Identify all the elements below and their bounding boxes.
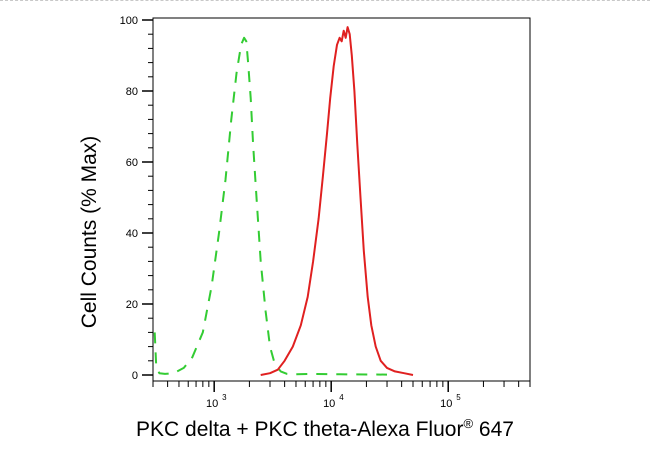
x-tick-label: 10 xyxy=(440,398,452,410)
plot-frame xyxy=(152,17,531,382)
x-axis-label: PKC delta + PKC theta-Alexa Fluor® 647 xyxy=(0,416,650,442)
axes: 0 20 40 60 80 100 10 3 10 4 10 5 xyxy=(120,15,531,410)
x-tick-exponent: 5 xyxy=(456,393,461,402)
y-tick-label: 80 xyxy=(126,86,138,98)
y-tick-label: 60 xyxy=(126,157,138,169)
series-line-2 xyxy=(260,26,414,376)
x-axis-label-tail: 647 xyxy=(473,418,514,441)
y-tick-label: 40 xyxy=(126,228,138,240)
x-axis-label-main: PKC delta + PKC theta-Alexa Fluor xyxy=(136,418,464,441)
x-axis-label-mark: ® xyxy=(463,416,474,431)
series-layer xyxy=(153,26,414,376)
y-tick-label: 100 xyxy=(120,15,138,27)
x-tick-exponent: 4 xyxy=(339,393,344,402)
top-dashed-border xyxy=(0,0,650,1)
x-tick-exponent: 3 xyxy=(222,393,227,402)
x-tick-label: 10 xyxy=(323,398,335,410)
y-axis-label: Cell Counts (% Max) xyxy=(78,135,101,329)
x-tick-label: 10 xyxy=(206,398,218,410)
y-tick-label: 20 xyxy=(126,299,138,311)
y-tick-label: 0 xyxy=(132,370,138,382)
series-line-1 xyxy=(153,36,388,376)
